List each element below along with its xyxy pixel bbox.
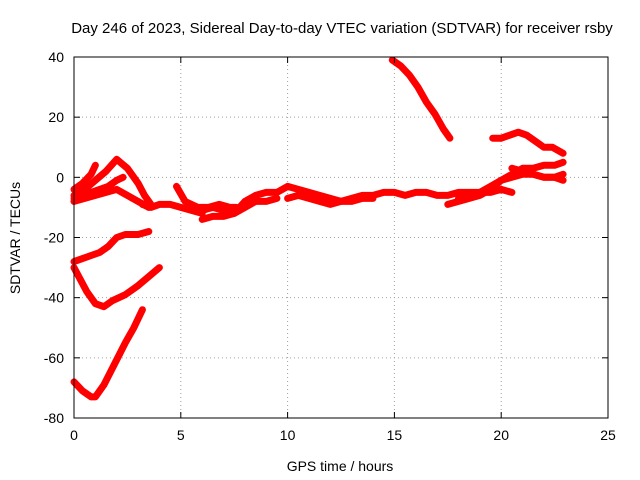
axis-ticks: 0 5 10 15 20 25 -80 -60 -40 -20 0 20 40 xyxy=(44,49,616,443)
series-arc-4 xyxy=(70,161,99,193)
x-tick-label: 10 xyxy=(280,427,296,443)
grid xyxy=(74,57,608,418)
series-arc-8 xyxy=(138,200,206,217)
x-axis-label: GPS time / hours xyxy=(287,458,394,474)
x-tick-label: 5 xyxy=(177,427,185,443)
y-tick-label: -60 xyxy=(44,350,64,366)
series-arc-12 xyxy=(284,191,377,208)
x-tick-label: 25 xyxy=(600,427,616,443)
series-arc-7 xyxy=(70,185,153,211)
series-arc-15 xyxy=(508,164,567,184)
y-tick-label: 20 xyxy=(48,109,64,125)
x-tick-label: 15 xyxy=(387,427,403,443)
y-tick-label: 0 xyxy=(56,169,64,185)
series-arc-17 xyxy=(489,128,567,157)
y-tick-label: 40 xyxy=(48,49,64,65)
chart-title: Day 246 of 2023, Sidereal Day-to-day VTE… xyxy=(71,20,613,37)
series-arc-3 xyxy=(70,228,153,266)
y-tick-label: -20 xyxy=(44,230,64,246)
plot-series xyxy=(70,56,567,401)
series-arc-16 xyxy=(388,56,454,142)
y-axis-label: SDTVAR / TECUs xyxy=(7,182,23,294)
y-tick-label: -40 xyxy=(44,290,64,306)
series-arc-5 xyxy=(70,155,155,208)
y-tick-label: -80 xyxy=(44,410,64,426)
series-arc-1 xyxy=(70,306,146,401)
x-tick-label: 0 xyxy=(70,427,78,443)
x-tick-label: 20 xyxy=(493,427,509,443)
series-arc-11 xyxy=(198,194,281,223)
series-arc-9 xyxy=(173,182,240,211)
series-arc-2 xyxy=(70,264,163,311)
